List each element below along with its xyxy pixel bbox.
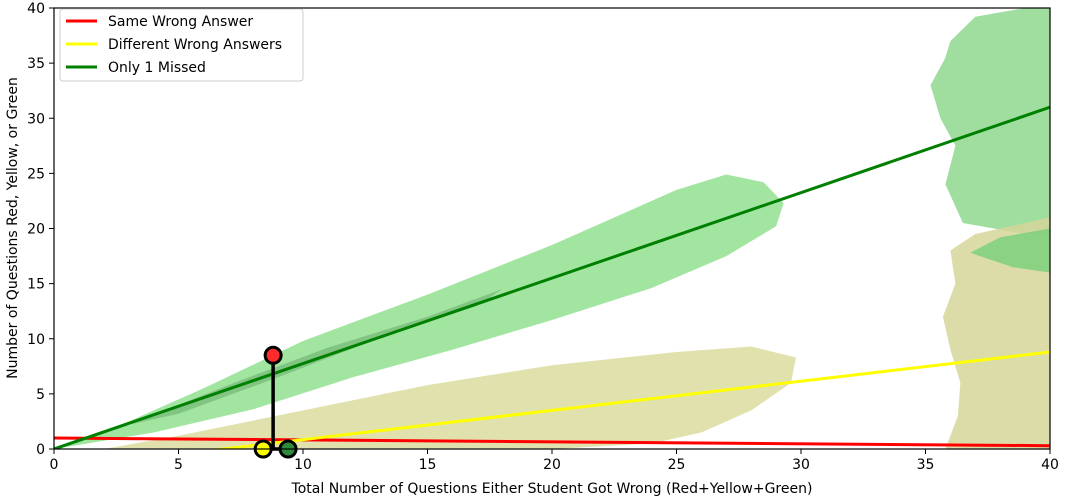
x-axis-ticks: 0 5 10 15 20 25 30 35 40 — [50, 449, 1059, 473]
y-tick-label: 10 — [27, 332, 45, 348]
x-tick-label: 15 — [419, 457, 437, 473]
x-tick-label: 40 — [1041, 457, 1059, 473]
y-tick-label: 20 — [27, 222, 45, 238]
y-axis-ticks: 0 5 10 15 20 25 30 35 40 — [27, 1, 54, 458]
y-tick-label: 35 — [27, 56, 45, 72]
series-lines — [54, 105, 1050, 449]
point-red — [263, 345, 283, 365]
y-tick-label: 5 — [36, 387, 45, 403]
series-line-1 — [54, 436, 1050, 448]
y-axis-label: Number of Questions Red, Yellow, or Gree… — [5, 77, 21, 379]
x-tick-label: 35 — [917, 457, 935, 473]
density-region-green — [54, 174, 784, 449]
x-tick-label: 25 — [668, 457, 686, 473]
y-tick-label: 25 — [27, 166, 45, 182]
x-tick-label: 30 — [792, 457, 810, 473]
x-tick-label: 5 — [174, 457, 183, 473]
legend-box — [59, 8, 304, 82]
density-region-yellow — [103, 346, 797, 449]
density-region-green-right — [930, 8, 1050, 234]
legend-label: Same Wrong Answer — [108, 14, 253, 30]
y-tick-label: 15 — [27, 277, 45, 293]
x-axis-label: Total Number of Questions Either Student… — [291, 481, 813, 497]
x-tick-label: 10 — [294, 457, 312, 473]
x-tick-label: 0 — [50, 457, 59, 473]
y-tick-label: 40 — [27, 1, 45, 17]
x-tick-label: 20 — [543, 457, 561, 473]
density-region-yellow-right — [942, 217, 1050, 449]
y-tick-label: 30 — [27, 111, 45, 127]
series-line-3 — [54, 105, 1050, 449]
legend-label: Different Wrong Answers — [108, 37, 282, 53]
density-regions — [54, 8, 1050, 449]
y-tick-label: 0 — [36, 442, 45, 458]
density-region-green-right-lower — [970, 228, 1050, 273]
series-line-2 — [209, 350, 1050, 449]
legend-label: Only 1 Missed — [108, 60, 206, 76]
legend: Same Wrong Answer Different Wrong Answers… — [59, 8, 304, 82]
